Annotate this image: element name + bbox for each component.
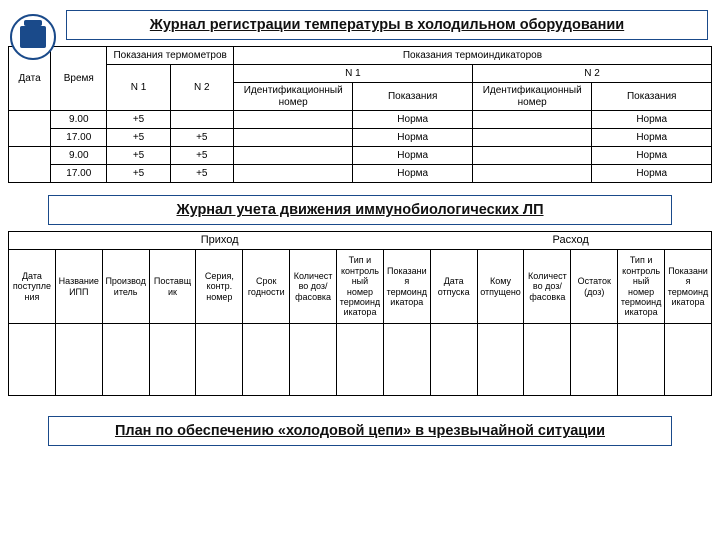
- c1: Название ИПП: [55, 250, 102, 324]
- table-row: [9, 324, 712, 396]
- c3: Поставщик: [149, 250, 196, 324]
- col-thermo: Показания термометров: [107, 47, 234, 65]
- group-in: Приход: [9, 232, 431, 250]
- c8: Показания термоиндикатора: [383, 250, 430, 324]
- col-time: Время: [51, 47, 107, 111]
- c6: Количество доз/фасовка: [290, 250, 337, 324]
- c11: Количество доз/фасовка: [524, 250, 571, 324]
- movement-table: Приход Расход Дата поступления Название …: [8, 231, 712, 396]
- c14: Показания термоиндикатора: [665, 250, 712, 324]
- col-r1: Показания: [353, 83, 473, 111]
- c7: Тип и контрольный номер термоиндикатора: [337, 250, 384, 324]
- c2: Производитель: [102, 250, 149, 324]
- col-id2: Идентификационный номер: [472, 83, 592, 111]
- c4: Серия, контр. номер: [196, 250, 243, 324]
- c0: Дата поступления: [9, 250, 56, 324]
- group-out: Расход: [430, 232, 711, 250]
- c10: Кому отпущено: [477, 250, 524, 324]
- c13: Тип и контрольный номер термоиндикатора: [618, 250, 665, 324]
- table-row: 17.00 +5 +5 Норма Норма: [9, 129, 712, 147]
- logo: [10, 14, 56, 60]
- c5: Срок годности: [243, 250, 290, 324]
- table-row: 17.00 +5 +5 Норма Норма: [9, 165, 712, 183]
- c12: Остаток (доз): [571, 250, 618, 324]
- table-row: 9.00 +5 Норма Норма: [9, 111, 712, 129]
- c9: Дата отпуска: [430, 250, 477, 324]
- title-2: Журнал учета движения иммунобиологически…: [48, 195, 672, 225]
- table-row: 9.00 +5 +5 Норма Норма: [9, 147, 712, 165]
- col-n1a: N 1: [107, 65, 170, 111]
- temperature-table: Дата Время Показания термометров Показан…: [8, 46, 712, 183]
- logo-glyph: [20, 26, 46, 48]
- title-3: План по обеспечению «холодовой цепи» в ч…: [48, 416, 672, 446]
- col-r2: Показания: [592, 83, 712, 111]
- title-1: Журнал регистрации температуры в холодил…: [66, 10, 708, 40]
- col-n1b: N 1: [233, 65, 472, 83]
- col-id1: Идентификационный номер: [233, 83, 353, 111]
- col-n2a: N 2: [170, 65, 233, 111]
- col-n2b: N 2: [472, 65, 711, 83]
- col-indic: Показания термоиндикаторов: [233, 47, 711, 65]
